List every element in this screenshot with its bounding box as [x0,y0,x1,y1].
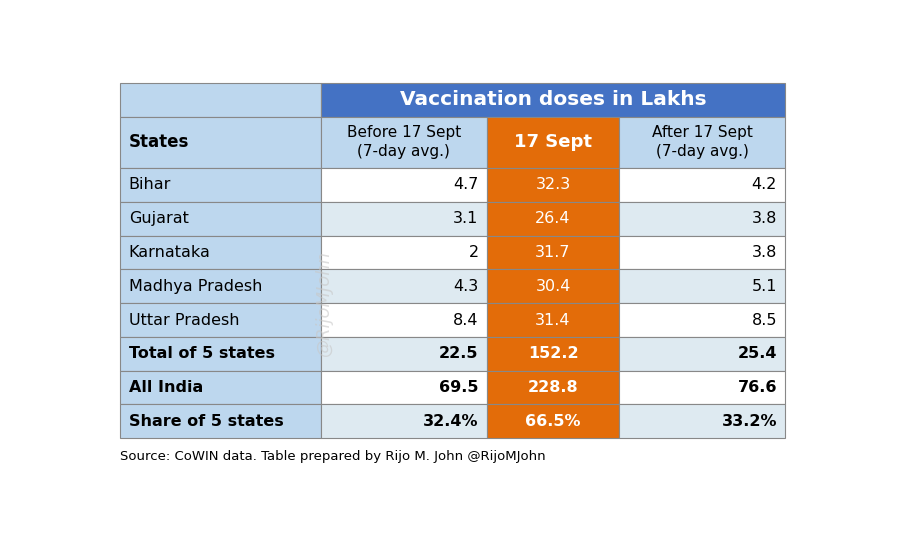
Bar [487,337,619,371]
Bar [120,83,320,117]
Text: 31.4: 31.4 [536,312,570,327]
Bar [120,404,320,438]
Bar [320,303,487,337]
Bar [120,202,320,235]
Text: 26.4: 26.4 [536,211,570,226]
Bar [320,235,487,269]
Bar [619,337,786,371]
Bar [487,117,619,168]
Text: 152.2: 152.2 [527,346,579,361]
Text: After 17 Sept
(7-day avg.): After 17 Sept (7-day avg.) [652,126,753,159]
Bar [487,303,619,337]
Text: All India: All India [129,380,203,395]
Bar [320,202,487,235]
Text: 22.5: 22.5 [439,346,478,361]
Text: @RijoMJohn: @RijoMJohn [315,250,333,356]
Text: 2: 2 [468,245,478,260]
Bar [120,117,320,168]
Bar [120,337,320,371]
Bar [320,83,786,117]
Text: 5.1: 5.1 [752,279,777,294]
Bar [619,168,786,202]
Text: 228.8: 228.8 [527,380,579,395]
Bar [320,371,487,404]
Text: Share of 5 states: Share of 5 states [129,414,283,429]
Bar [619,235,786,269]
Text: Karnataka: Karnataka [129,245,211,260]
Bar [619,371,786,404]
Bar [120,235,320,269]
Text: Bihar: Bihar [129,178,171,193]
Bar [619,269,786,303]
Text: Madhya Pradesh: Madhya Pradesh [129,279,262,294]
Text: Vaccination doses in Lakhs: Vaccination doses in Lakhs [400,90,706,109]
Bar [120,371,320,404]
Text: 33.2%: 33.2% [721,414,777,429]
Bar [120,303,320,337]
Text: 30.4: 30.4 [536,279,570,294]
Bar [619,202,786,235]
Bar [120,269,320,303]
Text: 4.2: 4.2 [752,178,777,193]
Text: 17 Sept: 17 Sept [514,133,592,151]
Text: 4.3: 4.3 [453,279,478,294]
Text: 76.6: 76.6 [737,380,777,395]
Text: 3.8: 3.8 [752,211,777,226]
Text: 32.4%: 32.4% [423,414,478,429]
Bar [487,371,619,404]
Text: 25.4: 25.4 [737,346,777,361]
Text: 8.5: 8.5 [752,312,777,327]
Bar [320,168,487,202]
Bar [619,404,786,438]
Bar [487,404,619,438]
Text: 31.7: 31.7 [536,245,570,260]
Text: Before 17 Sept
(7-day avg.): Before 17 Sept (7-day avg.) [346,126,461,159]
Bar [120,168,320,202]
Text: 8.4: 8.4 [453,312,478,327]
Bar [320,269,487,303]
Bar [487,235,619,269]
Bar [320,404,487,438]
Text: 3.8: 3.8 [752,245,777,260]
Bar [320,117,487,168]
Bar [487,269,619,303]
Text: 4.7: 4.7 [453,178,478,193]
Text: 69.5: 69.5 [439,380,478,395]
Text: 66.5%: 66.5% [526,414,580,429]
Bar [619,117,786,168]
Text: Total of 5 states: Total of 5 states [129,346,274,361]
Text: 3.1: 3.1 [453,211,478,226]
Bar [619,303,786,337]
Text: States: States [129,133,189,151]
Bar [487,202,619,235]
Text: 32.3: 32.3 [536,178,570,193]
Text: Source: CoWIN data. Table prepared by Rijo M. John @RijoMJohn: Source: CoWIN data. Table prepared by Ri… [120,450,546,463]
Text: Uttar Pradesh: Uttar Pradesh [129,312,239,327]
Bar [320,337,487,371]
Bar [487,168,619,202]
Text: Gujarat: Gujarat [129,211,188,226]
